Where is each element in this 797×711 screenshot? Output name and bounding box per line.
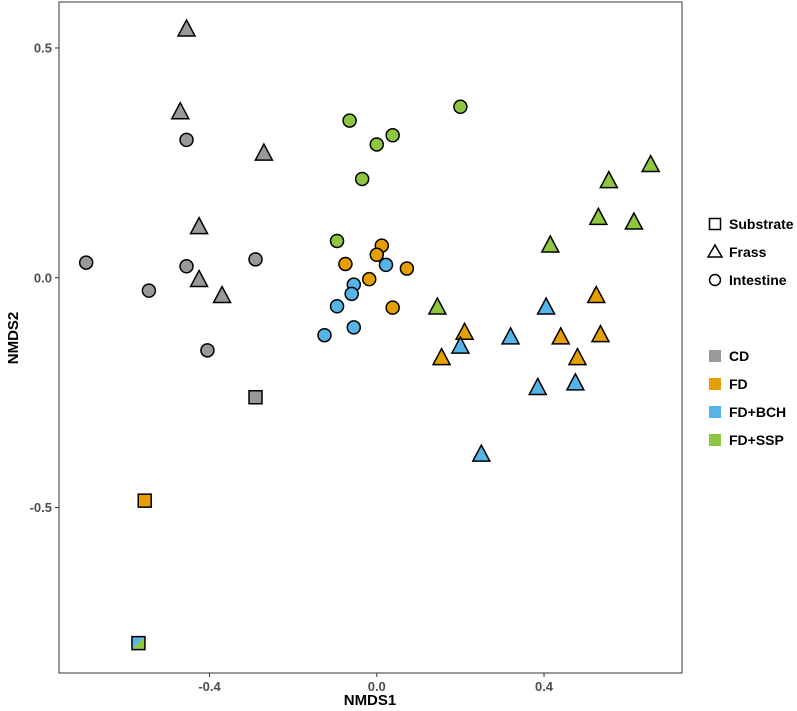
point-fd-square: [137, 493, 152, 508]
point-fd-bch-triangle: [528, 376, 548, 396]
point-cd-circle: [78, 255, 94, 270]
point-fd-bch-circle: [344, 286, 359, 302]
point-fd-bch-circle: [329, 298, 345, 314]
point-fd-bch-triangle: [471, 443, 492, 462]
scatter-points: [78, 18, 661, 651]
color-legend-label: FD: [729, 376, 748, 392]
legend-color-swatch: [709, 378, 721, 390]
point-cd-circle: [179, 132, 194, 148]
point-fd-bch-circle: [346, 320, 362, 335]
point-fd-bch-triangle: [536, 296, 556, 315]
legend-square-icon: [708, 217, 722, 231]
point-cd-triangle: [170, 101, 191, 120]
legend-color-swatch: [709, 350, 721, 362]
point-fd-ssp-triangle: [599, 170, 619, 189]
point-cd-circle: [141, 283, 157, 298]
y-axis: -0.5 0.0 0.5: [30, 40, 59, 515]
point-fd-ssp-triangle: [640, 153, 661, 173]
shape-legend-label: Frass: [729, 244, 767, 260]
point-fd-ssp-triangle: [588, 206, 609, 226]
point-fd-ssp-circle: [329, 233, 345, 249]
point-fd-ssp-circle: [385, 128, 400, 143]
y-axis-title: NMDS2: [5, 312, 22, 365]
point-cd-triangle: [254, 142, 274, 161]
point-cd-triangle: [212, 284, 232, 304]
color-legend-label: FD+SSP: [729, 432, 784, 448]
y-tick-label: 0.5: [34, 40, 52, 55]
point-fd-triangle: [567, 346, 588, 366]
shape-legend-label: Substrate: [729, 216, 794, 232]
y-tick-label: -0.5: [30, 500, 52, 515]
color-legend-label: CD: [729, 348, 749, 364]
point-fd-ssp-circle: [453, 99, 468, 115]
point-fd-triangle: [454, 321, 475, 341]
point-fd-bch-triangle: [500, 326, 521, 345]
x-axis: -0.4 0.0 0.4: [198, 673, 554, 694]
legend-color-swatch: [709, 406, 721, 418]
plot-panel: [58, 1, 683, 674]
point-cd-triangle: [189, 216, 209, 235]
point-fd-ssp-circle: [354, 171, 370, 187]
point-fd-bch-circle: [378, 257, 394, 273]
point-fd-triangle: [550, 326, 571, 345]
color-legend: CD FD FD+BCH FD+SSP: [709, 348, 786, 448]
point-fd-ssp-circle: [342, 113, 357, 128]
y-tick-label: 0.0: [34, 270, 52, 285]
point-fd-bch-triangle: [450, 335, 471, 354]
point-fd-bch-fd-ssp-square-split: [131, 635, 146, 651]
point-fd-circle: [399, 261, 415, 276]
legend-triangle-icon: [706, 243, 724, 258]
color-legend-label: FD+BCH: [729, 404, 786, 420]
point-fd-ssp-circle: [369, 137, 385, 152]
point-fd-circle: [369, 247, 385, 263]
point-fd-circle: [361, 271, 377, 287]
point-cd-square: [248, 389, 263, 405]
point-fd-ssp-triangle: [540, 234, 561, 253]
legend-color-swatch: [709, 434, 721, 446]
point-fd-circle: [338, 256, 353, 272]
x-axis-title: NMDS1: [344, 692, 397, 709]
point-fd-circle: [385, 300, 400, 315]
point-fd-ssp-triangle: [427, 296, 448, 315]
point-fd-triangle: [586, 284, 607, 304]
point-fd-triangle: [431, 346, 452, 366]
point-fd-triangle: [590, 324, 611, 343]
shape-legend-label: Intestine: [729, 272, 787, 288]
point-fd-ssp-triangle: [624, 211, 644, 230]
point-cd-circle: [248, 252, 263, 267]
legend-circle-icon: [708, 273, 722, 287]
shape-legend: Substrate Frass Intestine: [706, 216, 794, 288]
x-tick-label: -0.4: [198, 679, 221, 694]
point-cd-triangle: [176, 18, 197, 37]
x-tick-label: 0.4: [535, 679, 554, 694]
point-cd-triangle: [189, 268, 209, 288]
x-tick-label: 0.0: [368, 679, 386, 694]
point-fd-bch-triangle: [565, 372, 586, 391]
point-fd-bch-circle: [317, 327, 332, 343]
point-cd-circle: [200, 343, 215, 358]
point-cd-circle: [179, 259, 194, 274]
